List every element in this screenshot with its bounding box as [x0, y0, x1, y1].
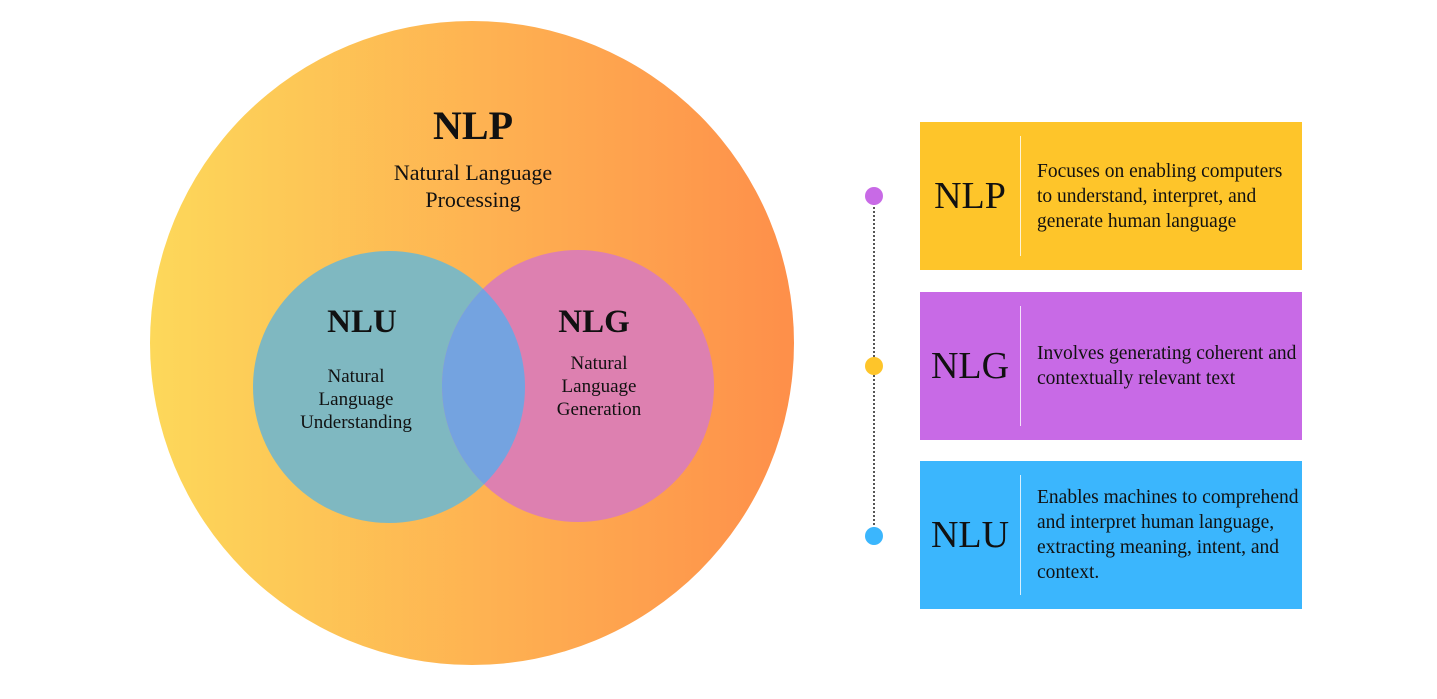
card-description: Enables machines to comprehend and inter…	[1037, 487, 1299, 583]
card-abbr: NLU	[930, 514, 1010, 556]
timeline-dot	[865, 357, 883, 375]
divider	[1020, 136, 1021, 256]
nlg-subtitle: Natural Language Generation	[556, 353, 642, 420]
divider	[1020, 306, 1021, 426]
nlp-title: NLP	[433, 103, 513, 148]
nlu-subtitle: Natural Language Understanding	[300, 366, 412, 433]
card-description: Focuses on enabling computers to underst…	[1037, 160, 1283, 232]
nlp-subtitle: Natural Language Processing	[393, 160, 553, 212]
card-abbr: NLP	[934, 175, 1006, 217]
nlu-card: NLU Enables machines to comprehend and i…	[920, 461, 1302, 609]
card-description: Involves generating coherent and context…	[1037, 343, 1297, 389]
timeline-dot	[865, 527, 883, 545]
nlp-card: NLP Focuses on enabling computers to und…	[920, 122, 1302, 270]
nlu-circle	[253, 251, 525, 523]
card-abbr: NLG	[930, 345, 1010, 387]
nlg-circle	[442, 250, 714, 522]
timeline-dot	[865, 187, 883, 205]
nlg-title: NLG	[558, 304, 630, 340]
divider	[1020, 475, 1021, 595]
nlu-title: NLU	[327, 304, 397, 340]
nlg-card: NLG Involves generating coherent and con…	[920, 292, 1302, 440]
